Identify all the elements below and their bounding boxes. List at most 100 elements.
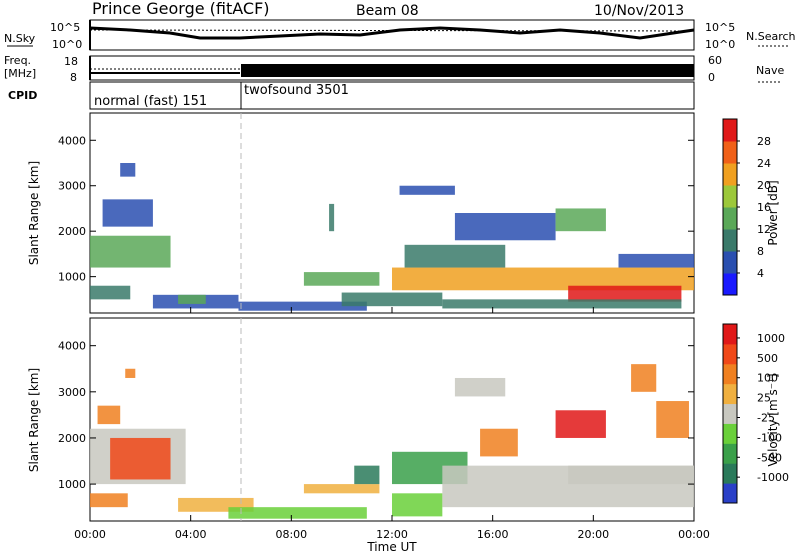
nsearch-trace [89,29,695,32]
nave-tick-high: 60 [708,54,722,67]
power-colorbar: 4 8 12 16 20 24 28 [722,118,771,296]
velocity-colorbar-swatch-5 [723,383,737,405]
velocity-region-12 [480,428,518,457]
power-region-9 [392,267,694,291]
nave-trace-late [241,64,694,77]
velocity-region-8 [354,465,380,485]
freq-panel: Freq. [MHz] 18 8 60 0 Nave [4,54,784,84]
power-region-0 [90,285,131,300]
velocity-colorbar-swatch-6 [723,363,737,385]
freq-label-2: [MHz] [4,67,36,80]
xtick-label-4: 16:00 [477,528,509,541]
beam-title: Beam 08 [356,3,419,19]
velocity-region-14 [454,377,506,397]
nsky-tick-high-left: 10^5 [50,21,80,34]
power-region-6 [238,301,367,311]
velocity-panel: 1000 2000 3000 4000 Slant Range [km] 1000 50… [27,317,789,522]
power-ytick-label-2: 3000 [58,180,86,193]
power-region-11 [442,299,682,309]
nsky-trace [89,26,695,40]
station-title: Prince George (fitACF) [92,0,270,18]
power-region-7 [303,272,380,286]
velocity-data [90,364,694,519]
power-region-13 [454,213,556,241]
velocity-region-15 [568,465,694,485]
velocity-colorbar-swatch-4 [723,403,737,424]
velocity-colorbar-tick-label-2: 100 [757,372,778,385]
nsearch-label: N.Search [746,30,796,43]
velocity-colorbar-tick-label-1: 500 [757,352,778,365]
power-region-12 [404,244,506,268]
xtick-label-3: 12:00 [376,528,408,541]
power-colorbar-swatch-3 [723,207,737,230]
velocity-colorbar-swatch-0 [723,483,737,504]
power-colorbar-swatch-1 [723,251,737,274]
power-colorbar-tick-label-3: 16 [757,201,771,214]
power-colorbar-swatch-0 [723,273,737,296]
velocity-region-4 [125,368,136,378]
velocity-region-16 [656,401,689,438]
velocity-ytick-label-1: 2000 [58,432,86,445]
power-colorbar-swatch-4 [723,185,737,208]
velocity-region-17 [631,364,657,392]
nsky-tick-low-right: 10^0 [705,38,735,51]
freq-tick-high: 18 [64,55,78,68]
velocity-colorbar: 1000 500 100 25 -25 -100 -500 -1000 [722,323,789,504]
power-region-2 [102,199,153,227]
power-colorbar-tick-label-4: 20 [757,179,771,192]
nsky-label: N.Sky [4,32,36,45]
velocity-ylabel: Slant Range [km] [27,368,41,472]
velocity-region-7 [303,484,380,494]
cpid-mode-1: normal (fast) 151 [94,94,207,109]
cpid-mode-2: twofsound 3501 [244,83,349,98]
velocity-region-6 [228,507,367,519]
power-ytick-label-1: 2000 [58,225,86,238]
velocity-colorbar-tick-label-5: -100 [757,431,782,444]
power-colorbar-swatch-5 [723,163,737,186]
xtick-label-0: 00:00 [74,528,106,541]
velocity-colorbar-swatch-3 [723,423,737,444]
time-xlabel: Time UT [366,540,417,554]
velocity-region-1 [110,437,171,480]
velocity-colorbar-swatch-2 [723,443,737,464]
velocity-colorbar-tick-label-4: -25 [757,412,775,425]
power-region-15 [399,185,455,195]
nsky-tick-high-right: 10^5 [705,21,735,34]
power-region-14 [555,208,606,232]
date-title: 10/Nov/2013 [594,3,684,19]
power-region-8 [341,292,443,307]
velocity-y-axis: 1000 2000 3000 4000 [58,340,694,491]
velocity-ytick-label-3: 4000 [58,340,86,353]
power-colorbar-label: Power [dB] [766,180,780,245]
velocity-colorbar-label: Velocity [m s⁻¹] [766,373,780,466]
velocity-colorbar-swatch-7 [723,343,737,365]
freq-tick-low: 8 [70,71,77,84]
cpid-label: CPID [8,89,37,102]
velocity-colorbar-swatch-1 [723,463,737,484]
velocity-colorbar-tick-label-3: 25 [757,392,771,405]
power-region-17 [618,253,694,268]
power-colorbar-tick-label-1: 8 [757,245,764,258]
power-ytick-label-3: 4000 [58,134,86,147]
velocity-region-13 [555,410,606,438]
power-colorbar-tick-label-0: 4 [757,267,764,280]
xtick-label-6: 00:00 [678,528,710,541]
xtick-label-2: 08:00 [275,528,307,541]
power-colorbar-swatch-2 [723,229,737,252]
power-ytick-label-0: 1000 [58,271,86,284]
power-colorbar-tick-label-2: 12 [757,223,771,236]
velocity-ytick-label-0: 1000 [58,478,86,491]
cpid-row: CPID normal (fast) 151 twofsound 3501 [8,81,695,110]
power-region-1 [90,235,171,268]
power-region-16 [329,203,335,232]
nave-tick-low: 0 [708,71,715,84]
velocity-colorbar-swatch-8 [723,324,737,345]
power-colorbar-swatch-7 [723,119,737,142]
power-colorbar-tick-label-6: 28 [757,135,771,148]
nsky-panel: N.Sky 10^5 10^0 10^5 10^0 N.Search [4,19,796,51]
power-y-axis: 1000 2000 3000 4000 [58,134,694,284]
power-colorbar-tick-label-5: 24 [757,157,771,170]
freq-label-1: Freq. [4,54,31,67]
time-x-axis: 00:00 04:00 08:00 12:00 16:00 20:00 00:00 [74,307,710,541]
velocity-colorbar-frame [722,323,738,504]
